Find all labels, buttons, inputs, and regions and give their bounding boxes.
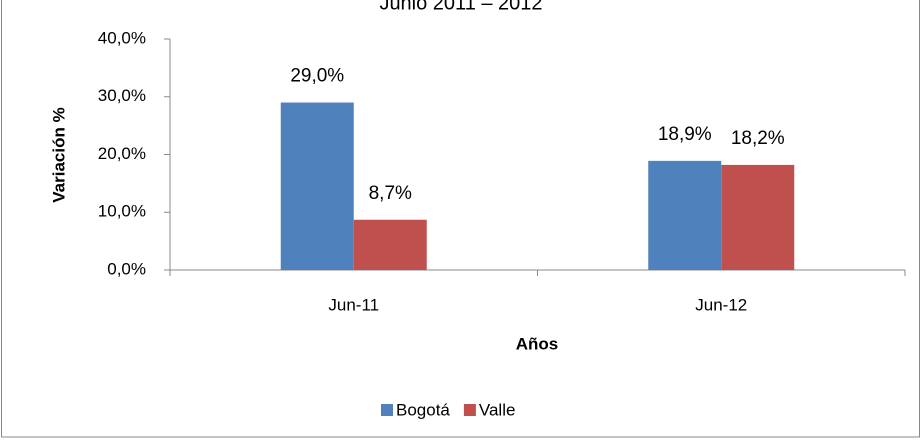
y-tick-label: 30,0%: [98, 86, 146, 105]
bar: [648, 160, 722, 270]
bar: [721, 164, 795, 270]
bar: [353, 219, 427, 270]
legend-label: Bogotá: [396, 400, 450, 419]
legend-swatch: [463, 404, 476, 416]
data-label: 18,9%: [658, 124, 712, 145]
data-label: 29,0%: [290, 66, 344, 87]
y-tick-label: 20,0%: [98, 144, 146, 163]
data-label: 8,7%: [369, 183, 412, 204]
y-tick-label: 40,0%: [98, 28, 146, 47]
y-tick-label: 10,0%: [98, 202, 146, 221]
data-label: 18,2%: [731, 128, 785, 149]
x-axis-label: Años: [516, 334, 559, 353]
chart-title: Junio 2011 – 2012: [379, 0, 542, 14]
x-tick-label: Jun-12: [695, 295, 747, 314]
legend-label: Valle: [479, 400, 516, 419]
x-tick-label: Jun-11: [328, 295, 379, 314]
legend-swatch: [381, 404, 393, 416]
y-axis-label: Variación %: [49, 107, 68, 202]
bar: [280, 102, 354, 271]
y-tick-label: 0,0%: [107, 259, 146, 278]
